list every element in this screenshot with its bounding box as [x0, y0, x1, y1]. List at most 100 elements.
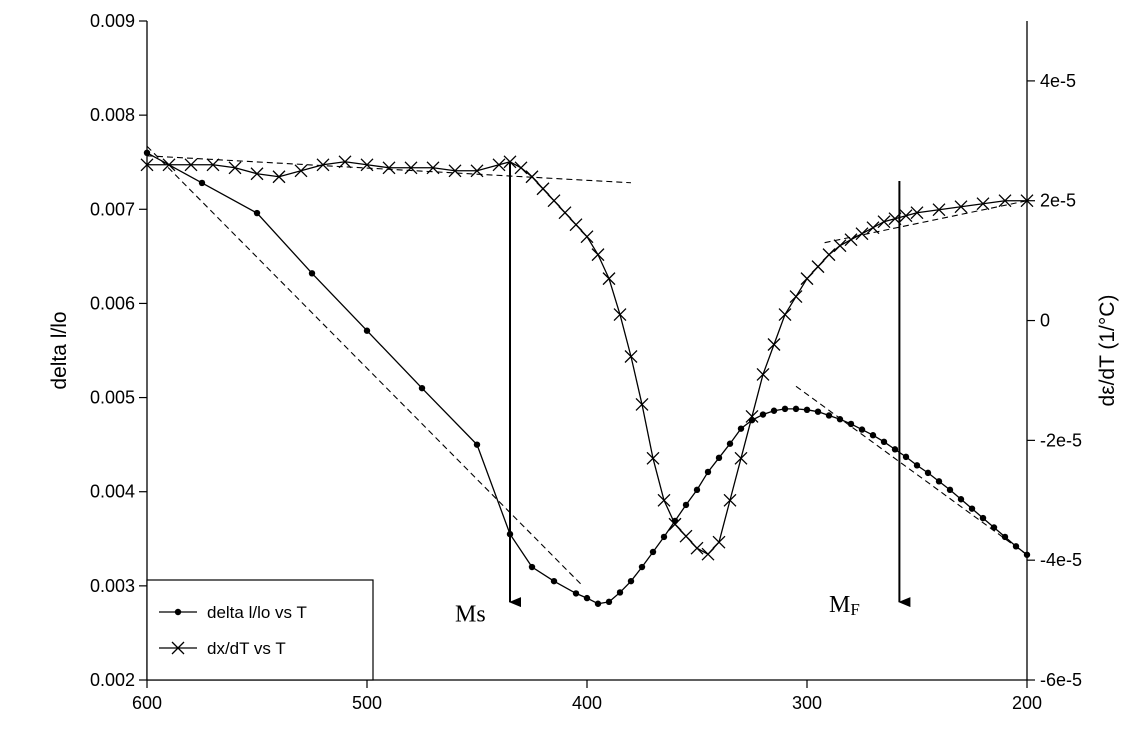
data-point	[910, 206, 924, 220]
data-point	[745, 409, 759, 423]
y2-axis-title: dε/dT (1/°C)	[1096, 295, 1119, 407]
data-point	[635, 397, 649, 411]
legend-entry: delta l/lo vs T	[159, 603, 307, 622]
series-line	[146, 152, 1028, 605]
data-point	[690, 541, 704, 555]
data-point	[789, 290, 803, 304]
legend-label: delta l/lo vs T	[207, 603, 307, 622]
data-point	[473, 441, 481, 448]
data-point	[668, 517, 682, 531]
data-point	[1001, 533, 1009, 541]
data-point	[924, 469, 932, 477]
data-point	[957, 496, 965, 503]
annotation-text: M	[829, 592, 850, 618]
annotation-text: Ms	[455, 602, 486, 628]
data-point	[855, 227, 869, 241]
data-point	[723, 493, 737, 507]
data-point	[902, 453, 910, 461]
series-1	[143, 149, 1031, 607]
series	[140, 149, 1034, 607]
y2-tick-label: -6e-5	[1040, 670, 1082, 690]
tangent-line	[795, 385, 1028, 556]
tangent-lines	[146, 145, 1028, 587]
y-tick-label: 0.006	[90, 293, 135, 313]
data-point	[976, 197, 990, 211]
data-point	[649, 548, 657, 556]
data-point	[660, 533, 668, 541]
data-point	[946, 486, 954, 494]
data-point	[1023, 551, 1031, 558]
data-point	[580, 230, 594, 244]
data-point	[770, 407, 778, 414]
data-point	[272, 170, 286, 184]
data-point	[869, 432, 877, 439]
data-point	[759, 411, 767, 418]
data-point	[550, 577, 558, 585]
x-tick-label: 500	[352, 693, 382, 713]
data-point	[448, 164, 462, 178]
data-point	[877, 215, 891, 229]
x-tick-label: 300	[792, 693, 822, 713]
y-tick-label: 0.003	[90, 576, 135, 596]
data-point	[591, 248, 605, 262]
data-point	[701, 547, 715, 561]
data-point	[712, 535, 726, 549]
x-tick-label: 400	[572, 693, 602, 713]
y2-tick-label: 4e-5	[1040, 71, 1076, 91]
data-point	[492, 158, 506, 172]
data-point	[833, 239, 847, 253]
legend-marker	[171, 641, 185, 655]
data-point	[206, 158, 220, 172]
y-tick-label: 0.004	[90, 482, 135, 502]
data-point	[253, 209, 261, 217]
axes: 600 500 400 300 200 0.002 0.003 0.004 0.005 0.006…	[48, 11, 1119, 713]
data-point	[693, 486, 701, 494]
data-point	[140, 158, 154, 172]
data-point	[899, 209, 913, 223]
data-point	[624, 350, 638, 363]
data-point	[605, 598, 613, 606]
data-point	[913, 462, 921, 469]
data-point	[847, 420, 855, 428]
data-point	[891, 446, 899, 453]
data-point	[715, 454, 723, 462]
data-point	[162, 158, 176, 172]
data-point	[525, 170, 539, 184]
annotation-subscript: F	[850, 600, 859, 619]
tangent-line	[146, 155, 632, 184]
data-point	[767, 338, 781, 351]
data-point	[308, 270, 316, 277]
y2-tick-label: 0	[1040, 311, 1050, 331]
data-point	[811, 260, 825, 274]
data-point	[316, 158, 330, 172]
data-point	[998, 194, 1012, 208]
data-point	[822, 248, 836, 262]
data-point	[646, 451, 660, 465]
data-point	[756, 368, 770, 381]
data-point	[825, 412, 833, 419]
data-point	[954, 200, 968, 214]
legend-marker	[174, 608, 182, 616]
data-point	[594, 600, 602, 607]
data-point	[536, 182, 550, 196]
data-point	[382, 161, 396, 175]
data-point	[143, 149, 151, 156]
data-point	[528, 563, 536, 571]
data-point	[418, 384, 426, 392]
data-point	[990, 524, 998, 531]
data-point	[627, 577, 635, 585]
data-point	[814, 408, 822, 415]
data-point	[363, 327, 371, 334]
y-axis-title: delta l/lo	[48, 311, 71, 389]
data-point	[572, 590, 580, 597]
data-point	[968, 505, 976, 512]
data-point	[547, 194, 561, 208]
data-point	[1020, 194, 1034, 208]
data-point	[503, 155, 517, 169]
legend: delta l/lo vs T dx/dT vs T	[146, 579, 374, 681]
data-point	[228, 161, 242, 175]
y-tick-label: 0.009	[90, 11, 135, 31]
data-point	[734, 451, 748, 465]
data-point	[360, 158, 374, 172]
